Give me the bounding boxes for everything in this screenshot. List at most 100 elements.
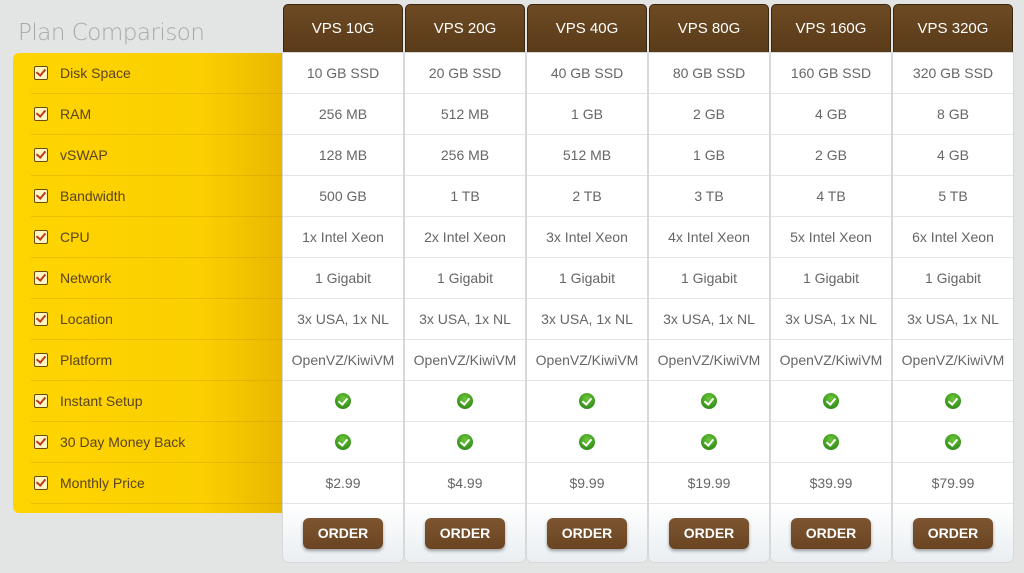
order-button[interactable]: ORDER	[791, 517, 871, 549]
table-cell: 256 MB	[283, 94, 403, 135]
table-cell: 3x USA, 1x NL	[893, 299, 1013, 340]
table-cell: 1 TB	[405, 176, 525, 217]
table-cell	[893, 381, 1013, 422]
plan-header: VPS 10G	[283, 4, 403, 53]
table-cell: 1 Gigabit	[893, 258, 1013, 299]
order-area: ORDER	[527, 504, 647, 562]
table-cell: 512 MB	[405, 94, 525, 135]
plan-body: 80 GB SSD 2 GB 1 GB 3 TB 4x Intel Xeon 1 Giga…	[649, 53, 769, 562]
table-cell	[527, 381, 647, 422]
table-cell: 6x Intel Xeon	[893, 217, 1013, 258]
table-cell: 5 TB	[893, 176, 1013, 217]
order-area: ORDER	[893, 504, 1013, 562]
table-cell: 3x USA, 1x NL	[649, 299, 769, 340]
feature-row: Monthly Price	[31, 463, 283, 504]
order-button[interactable]: ORDER	[425, 517, 505, 549]
order-button[interactable]: ORDER	[669, 517, 749, 549]
check-icon	[701, 393, 717, 409]
table-cell: OpenVZ/KiwiVM	[527, 340, 647, 381]
order-area: ORDER	[283, 504, 403, 562]
feature-label: 30 Day Money Back	[60, 434, 186, 450]
table-cell: 320 GB SSD	[893, 53, 1013, 94]
table-cell: 3 TB	[649, 176, 769, 217]
table-cell: 4x Intel Xeon	[649, 217, 769, 258]
table-cell: 40 GB SSD	[527, 53, 647, 94]
plan-body: 160 GB SSD 4 GB 2 GB 4 TB 5x Intel Xeon 1 Gig…	[771, 53, 891, 562]
checkbox-icon	[34, 230, 48, 244]
table-cell: $2.99	[283, 463, 403, 504]
table-cell: 3x USA, 1x NL	[527, 299, 647, 340]
table-cell: $19.99	[649, 463, 769, 504]
checkbox-icon	[34, 435, 48, 449]
table-cell: OpenVZ/KiwiVM	[649, 340, 769, 381]
check-icon	[335, 434, 351, 450]
table-cell: 1 Gigabit	[527, 258, 647, 299]
table-cell	[771, 422, 891, 463]
plan-column: VPS 40G 40 GB SSD 1 GB 512 MB 2 TB 3x Intel X…	[527, 4, 647, 563]
table-cell	[649, 381, 769, 422]
checkbox-icon	[34, 107, 48, 121]
table-cell: 500 GB	[283, 176, 403, 217]
table-cell: 2 TB	[527, 176, 647, 217]
table-cell: 3x USA, 1x NL	[283, 299, 403, 340]
table-cell: 20 GB SSD	[405, 53, 525, 94]
check-icon	[701, 434, 717, 450]
order-area: ORDER	[771, 504, 891, 562]
feature-row: Instant Setup	[31, 381, 283, 422]
plan-column: VPS 80G 80 GB SSD 2 GB 1 GB 3 TB 4x Intel Xeo…	[649, 4, 769, 563]
plan-header: VPS 40G	[527, 4, 647, 53]
table-cell: 10 GB SSD	[283, 53, 403, 94]
plan-body: 20 GB SSD 512 MB 256 MB 1 TB 2x Intel Xeon 1 …	[405, 53, 525, 562]
feature-row: Network	[31, 258, 283, 299]
feature-label: CPU	[60, 229, 90, 245]
feature-row: Bandwidth	[31, 176, 283, 217]
checkbox-icon	[34, 476, 48, 490]
table-cell: 1 Gigabit	[405, 258, 525, 299]
table-cell	[405, 422, 525, 463]
table-cell: 1 GB	[649, 135, 769, 176]
feature-row: Platform	[31, 340, 283, 381]
table-cell	[893, 422, 1013, 463]
checkbox-icon	[34, 189, 48, 203]
feature-row: RAM	[31, 94, 283, 135]
page-title: Plan Comparison	[18, 20, 205, 46]
table-cell: 4 GB	[893, 135, 1013, 176]
check-icon	[823, 434, 839, 450]
feature-label: Disk Space	[60, 65, 131, 81]
table-cell: OpenVZ/KiwiVM	[771, 340, 891, 381]
check-icon	[823, 393, 839, 409]
checkbox-icon	[34, 66, 48, 80]
plan-column: VPS 320G 320 GB SSD 8 GB 4 GB 5 TB 6x Intel X…	[893, 4, 1013, 563]
checkbox-icon	[34, 312, 48, 326]
table-cell: 8 GB	[893, 94, 1013, 135]
feature-label: vSWAP	[60, 147, 108, 163]
order-button[interactable]: ORDER	[913, 517, 993, 549]
table-cell: $39.99	[771, 463, 891, 504]
table-cell: OpenVZ/KiwiVM	[405, 340, 525, 381]
table-cell: 3x Intel Xeon	[527, 217, 647, 258]
feature-label: Instant Setup	[60, 393, 143, 409]
checkbox-icon	[34, 353, 48, 367]
check-icon	[457, 393, 473, 409]
order-button[interactable]: ORDER	[303, 517, 383, 549]
check-icon	[579, 393, 595, 409]
feature-row: 30 Day Money Back	[31, 422, 283, 463]
table-cell: OpenVZ/KiwiVM	[893, 340, 1013, 381]
table-cell: 256 MB	[405, 135, 525, 176]
table-cell: 128 MB	[283, 135, 403, 176]
plan-header: VPS 20G	[405, 4, 525, 53]
feature-label: Location	[60, 311, 113, 327]
plan-body: 40 GB SSD 1 GB 512 MB 2 TB 3x Intel Xeon 1 Gi…	[527, 53, 647, 562]
table-cell: 1 GB	[527, 94, 647, 135]
order-button[interactable]: ORDER	[547, 517, 627, 549]
order-area: ORDER	[649, 504, 769, 562]
table-cell: OpenVZ/KiwiVM	[283, 340, 403, 381]
table-cell	[283, 381, 403, 422]
feature-row: vSWAP	[31, 135, 283, 176]
table-cell: 2 GB	[649, 94, 769, 135]
table-cell: 4 TB	[771, 176, 891, 217]
plan-header: VPS 160G	[771, 4, 891, 53]
table-cell: 512 MB	[527, 135, 647, 176]
plan-body: 320 GB SSD 8 GB 4 GB 5 TB 6x Intel Xeon 1 Gig…	[893, 53, 1013, 562]
plan-header: VPS 80G	[649, 4, 769, 53]
